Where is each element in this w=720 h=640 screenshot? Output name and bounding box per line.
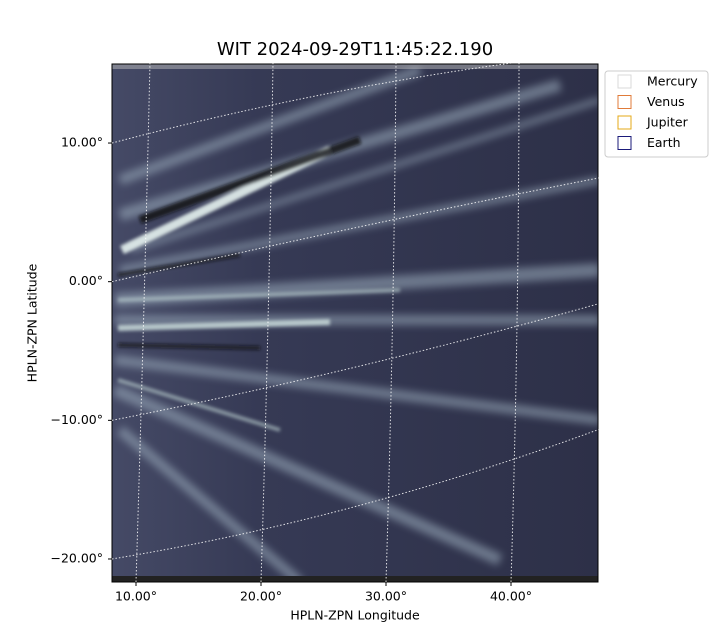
- x-tick-label: 20.00°: [240, 589, 282, 604]
- y-tick-label: 10.00°: [61, 135, 103, 150]
- grid-line: [385, 61, 397, 583]
- legend-label: Mercury: [647, 74, 698, 89]
- legend-marker: [617, 74, 632, 89]
- grid-line: [135, 61, 151, 583]
- grid-line: [111, 302, 601, 421]
- x-axis-label: HPLN-ZPN Longitude: [290, 608, 420, 623]
- legend-label: Earth: [647, 135, 681, 150]
- plot-frame: [111, 63, 599, 583]
- grid-line: [510, 61, 520, 583]
- y-axis-label: HPLN-ZPN Latitude: [25, 263, 40, 382]
- y-tick-label: −20.00°: [50, 550, 103, 565]
- x-tick-label: 10.00°: [115, 589, 157, 604]
- grid-line: [111, 428, 601, 560]
- legend-label: Venus: [647, 94, 685, 109]
- y-tick-label: 0.00°: [69, 273, 103, 288]
- legend: [604, 70, 709, 158]
- image: [112, 64, 598, 582]
- x-tick-label: 40.00°: [490, 589, 532, 604]
- legend-marker: [617, 136, 632, 150]
- legend-marker: [617, 115, 632, 130]
- chart-title: WIT 2024-09-29T11:45:22.190: [217, 39, 493, 60]
- legend-label: Jupiter: [646, 115, 689, 130]
- legend-marker: [617, 95, 632, 109]
- grid-line: [260, 61, 274, 583]
- grid-line: [111, 51, 601, 144]
- grid-line: [111, 177, 601, 283]
- y-tick-label: −10.00°: [50, 412, 103, 427]
- x-tick-label: 30.00°: [365, 589, 407, 604]
